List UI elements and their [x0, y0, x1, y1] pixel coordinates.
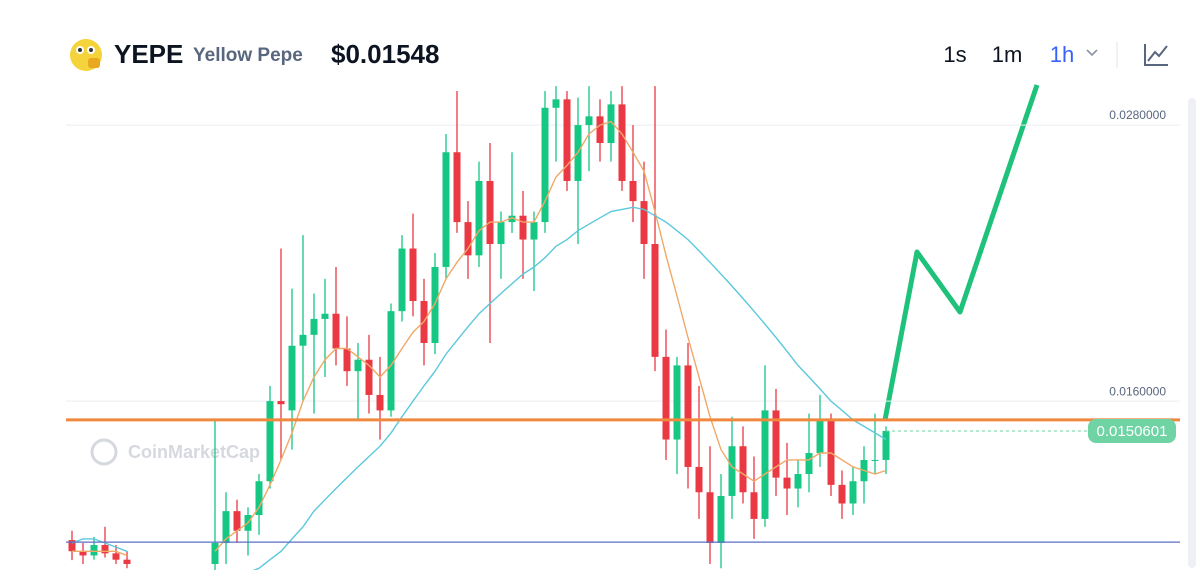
candle-body — [222, 511, 230, 543]
candle-body — [464, 222, 472, 256]
coin-name: Yellow Pepe — [193, 45, 303, 66]
candle-body — [486, 180, 494, 245]
candle-body — [519, 215, 527, 240]
candle-body — [79, 551, 87, 556]
moving-average-line — [72, 120, 887, 557]
watermark: CoinMarketCap — [90, 438, 260, 466]
candle-body — [761, 410, 769, 519]
candle-body — [288, 345, 296, 411]
candle-body — [695, 466, 703, 493]
candle-body — [838, 484, 846, 504]
candle-body — [640, 201, 648, 245]
candle-body — [442, 152, 450, 267]
candle-body — [387, 311, 395, 411]
candle-body — [233, 511, 241, 531]
candle-body — [101, 545, 109, 554]
y-tick-label: 0.0160000 — [1109, 384, 1166, 398]
candle-body — [717, 495, 725, 543]
candle-body — [728, 446, 736, 496]
candle-body — [651, 244, 659, 357]
candle-body — [255, 481, 263, 516]
candle-body — [794, 474, 802, 489]
ticker: YEPE — [114, 39, 183, 69]
candle-body — [310, 318, 318, 335]
last-price-tag — [1088, 418, 1176, 443]
candle-body — [409, 248, 417, 301]
interval-button[interactable]: 1h — [1050, 42, 1074, 67]
candle-body — [750, 492, 758, 519]
candle-body — [90, 545, 98, 556]
candle-body — [629, 180, 637, 202]
candle-body — [607, 104, 615, 144]
candle-body — [563, 99, 571, 181]
candle-body — [618, 104, 626, 181]
candle-body — [68, 540, 76, 552]
last-price-label: 0.0150601 — [1097, 423, 1168, 440]
candle-body — [497, 222, 505, 245]
watermark-text: CoinMarketCap — [128, 442, 260, 462]
candle-body — [376, 394, 384, 411]
drawn-arrow — [882, 84, 1040, 421]
plot-area — [68, 86, 890, 570]
candle-body — [772, 410, 780, 478]
candle-body — [343, 348, 351, 372]
candle-body — [805, 453, 813, 475]
candle-body — [475, 180, 483, 256]
candle-body — [123, 559, 131, 564]
candle-body — [684, 365, 692, 467]
candle-body — [596, 116, 604, 144]
price: $0.01548 — [331, 39, 439, 69]
scrollbar[interactable] — [1188, 98, 1196, 568]
candle-body — [882, 430, 890, 460]
candle-body — [849, 481, 857, 504]
candle-body — [662, 356, 670, 440]
candle-body — [816, 419, 824, 454]
candle-body — [541, 107, 549, 223]
candle-body — [871, 459, 879, 461]
interval-button[interactable]: 1m — [992, 42, 1023, 67]
candle-body — [530, 222, 538, 240]
chart-type-icon[interactable] — [1144, 44, 1168, 66]
candle-body — [673, 365, 681, 440]
candle-body — [431, 266, 439, 343]
candle-body — [321, 313, 329, 319]
candle-body — [365, 359, 373, 395]
candle-body — [585, 116, 593, 126]
candle-body — [706, 492, 714, 543]
candle-body — [277, 401, 285, 405]
candle-body — [332, 313, 340, 349]
candle-body — [112, 553, 120, 560]
candle-body — [453, 152, 461, 223]
candle-body — [508, 215, 516, 223]
y-tick-label: 0.0280000 — [1109, 108, 1166, 122]
candle-body — [299, 334, 307, 346]
candle-body — [211, 542, 219, 564]
candle-body — [783, 477, 791, 489]
interval-button[interactable]: 1s — [943, 42, 966, 67]
candle-body — [739, 446, 747, 493]
candle-body — [398, 248, 406, 312]
candle-body — [266, 401, 274, 482]
logo — [70, 39, 102, 71]
moving-average-line — [71, 206, 887, 570]
candle-body — [354, 359, 362, 372]
dropdown-chevron[interactable] — [1086, 49, 1098, 57]
candle-body — [552, 99, 560, 108]
